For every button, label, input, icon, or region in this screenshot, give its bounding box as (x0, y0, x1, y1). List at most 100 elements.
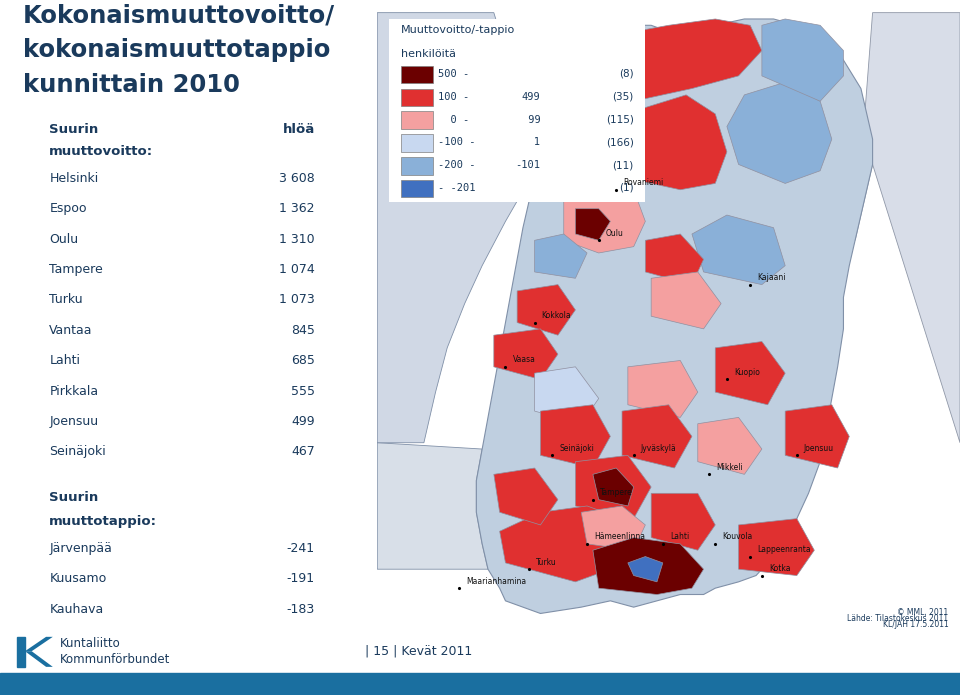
Polygon shape (25, 637, 53, 651)
Text: 1 362: 1 362 (279, 202, 315, 215)
Text: Maarianhamina: Maarianhamina (466, 577, 526, 586)
Bar (17, 637, 25, 667)
Bar (400, 66, 433, 83)
Text: Joensuu: Joensuu (49, 415, 99, 428)
Text: -176: -176 (286, 633, 315, 646)
Bar (400, 88, 433, 106)
Polygon shape (535, 234, 588, 278)
Text: Kajaani: Kajaani (49, 633, 95, 646)
Text: -101: -101 (516, 160, 540, 170)
Polygon shape (628, 557, 662, 582)
Text: Kouvola: Kouvola (722, 532, 753, 541)
Polygon shape (593, 538, 704, 594)
Polygon shape (651, 272, 721, 329)
Text: muuttotappio:: muuttotappio: (49, 516, 157, 528)
Text: -183: -183 (286, 603, 315, 616)
Polygon shape (651, 493, 715, 550)
Polygon shape (762, 19, 844, 101)
Polygon shape (622, 404, 692, 468)
Polygon shape (855, 13, 960, 443)
Polygon shape (377, 443, 488, 569)
Text: Jyväskylä: Jyväskylä (640, 444, 677, 453)
Text: Pieksämäki: Pieksämäki (49, 694, 120, 695)
Text: Turku: Turku (49, 293, 83, 306)
Text: kunnittain 2010: kunnittain 2010 (23, 73, 240, 97)
Text: Espoo: Espoo (49, 202, 86, 215)
Text: Oulu: Oulu (49, 233, 79, 246)
Polygon shape (476, 19, 873, 614)
Polygon shape (493, 329, 558, 379)
Text: kokonaismuuttotappio: kokonaismuuttotappio (23, 38, 330, 62)
Text: Tampere: Tampere (600, 488, 633, 497)
Text: KL/JAH 17.5.2011: KL/JAH 17.5.2011 (882, 621, 948, 629)
Text: 1 310: 1 310 (279, 233, 315, 246)
Text: Jämsä: Jämsä (49, 664, 87, 676)
Text: (11): (11) (612, 160, 634, 170)
Polygon shape (540, 404, 611, 468)
Text: 500 -: 500 - (439, 69, 469, 79)
Text: Hämeenlinna: Hämeenlinna (594, 532, 645, 541)
Polygon shape (698, 418, 762, 474)
Text: 499: 499 (291, 415, 315, 428)
Text: 1: 1 (516, 138, 540, 147)
Text: -100 -: -100 - (439, 138, 476, 147)
Polygon shape (611, 95, 727, 190)
Text: Lähde: Tilastokeskus 2011: Lähde: Tilastokeskus 2011 (848, 614, 948, 623)
Text: Järvenpää: Järvenpää (49, 542, 112, 555)
Text: (166): (166) (606, 138, 634, 147)
Text: Kokonaismuuttovoitto/: Kokonaismuuttovoitto/ (23, 3, 335, 27)
Polygon shape (738, 518, 814, 575)
Text: Rovaniemi: Rovaniemi (623, 178, 663, 187)
Text: -191: -191 (287, 573, 315, 585)
Polygon shape (785, 404, 850, 468)
Text: 100 -: 100 - (439, 92, 469, 101)
Text: 99: 99 (521, 115, 540, 124)
Bar (400, 111, 433, 129)
Polygon shape (499, 506, 634, 582)
Text: Mikkeli: Mikkeli (716, 463, 743, 472)
Polygon shape (645, 234, 704, 285)
Bar (0, 673, 960, 695)
Text: Joensuu: Joensuu (804, 444, 834, 453)
Bar (400, 134, 433, 152)
Text: 1 073: 1 073 (279, 293, 315, 306)
Text: Seinäjoki: Seinäjoki (559, 444, 594, 453)
Text: Kotka: Kotka (769, 564, 790, 573)
Polygon shape (493, 468, 558, 525)
Text: (35): (35) (612, 92, 634, 101)
Text: Muuttovoitto/-tappio: Muuttovoitto/-tappio (400, 25, 515, 35)
Bar (400, 157, 433, 174)
Text: | 15 | Kevät 2011: | 15 | Kevät 2011 (365, 645, 472, 657)
Polygon shape (581, 506, 645, 550)
Polygon shape (599, 19, 762, 101)
Text: Tampere: Tampere (49, 263, 103, 276)
Text: -200 -: -200 - (439, 160, 476, 170)
Text: 467: 467 (291, 445, 315, 458)
Text: henkilöitä: henkilöitä (400, 49, 456, 59)
Text: Vantaa: Vantaa (49, 324, 93, 337)
Polygon shape (715, 341, 785, 404)
Polygon shape (517, 285, 575, 335)
Text: Suurin: Suurin (49, 123, 99, 136)
Polygon shape (593, 468, 634, 506)
Text: Kommunförbundet: Kommunförbundet (60, 653, 170, 666)
Text: (8): (8) (619, 69, 634, 79)
Text: Pirkkala: Pirkkala (49, 384, 99, 398)
Text: Seinäjoki: Seinäjoki (49, 445, 106, 458)
Text: Oulu: Oulu (606, 229, 624, 238)
Polygon shape (25, 651, 53, 667)
Bar (389, 19, 645, 202)
Text: muuttovoitto:: muuttovoitto: (49, 145, 154, 158)
Text: 0 -: 0 - (439, 115, 469, 124)
Text: 1 074: 1 074 (279, 263, 315, 276)
Text: Helsinki: Helsinki (49, 172, 99, 185)
Text: hlöä: hlöä (282, 123, 315, 136)
Polygon shape (575, 208, 611, 240)
Polygon shape (535, 367, 599, 424)
Text: Lappeenranta: Lappeenranta (757, 545, 811, 554)
Bar (400, 179, 433, 197)
Text: Lahti: Lahti (49, 354, 81, 367)
Text: -165: -165 (286, 664, 315, 676)
Text: Turku: Turku (536, 557, 557, 566)
Text: -132: -132 (287, 694, 315, 695)
